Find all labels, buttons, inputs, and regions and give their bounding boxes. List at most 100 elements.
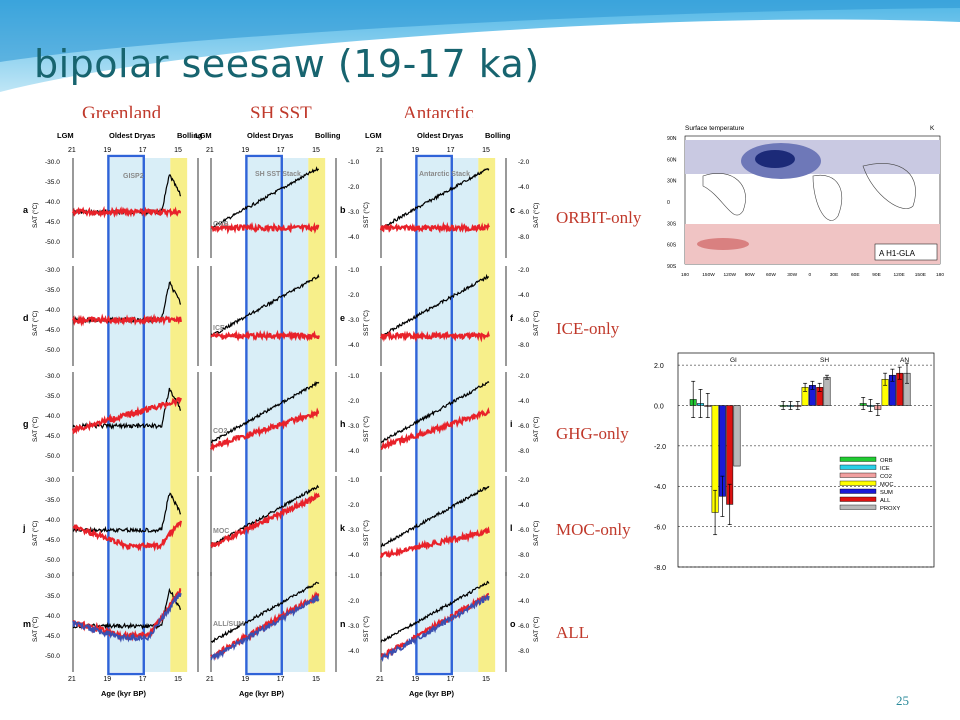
lat-label: 30N bbox=[667, 179, 677, 185]
age-tick-label-top: 15 bbox=[174, 147, 182, 154]
age-tick-label-top: 15 bbox=[482, 147, 490, 154]
map-title: Surface temperature bbox=[685, 125, 745, 132]
y-tick-label: -35.0 bbox=[45, 393, 60, 400]
proxy-curve bbox=[210, 581, 320, 644]
age-tick-label-top: 17 bbox=[277, 147, 285, 154]
bolling-shading bbox=[170, 158, 188, 672]
map-tag-box bbox=[874, 243, 938, 261]
model-curve bbox=[380, 406, 490, 451]
panel-letter: c bbox=[510, 205, 515, 215]
age-tick-label-bottom: 19 bbox=[103, 676, 111, 683]
top-label-lgm: LGM bbox=[57, 131, 74, 140]
warm-anomaly bbox=[697, 238, 749, 250]
coastline-asia bbox=[862, 163, 916, 209]
panel-letter: j bbox=[22, 523, 26, 533]
lat-label: 90S bbox=[667, 264, 677, 270]
panel-letter: k bbox=[340, 523, 346, 533]
y-axis-label: SAT (°C) bbox=[532, 417, 540, 442]
y-tick-label: -2.0 bbox=[348, 398, 360, 405]
y-tick-label: -50.0 bbox=[45, 453, 60, 460]
y-tick-label: 0.0 bbox=[654, 403, 664, 410]
legend-swatch bbox=[839, 464, 877, 470]
slide-title: bipolar seesaw (19-17 ka) bbox=[34, 42, 540, 86]
category-label: SH bbox=[820, 357, 829, 364]
y-axis-label: SAT (°C) bbox=[532, 311, 540, 336]
top-label-bolling: Bolling bbox=[177, 131, 203, 140]
legend-label: MOC bbox=[880, 482, 894, 488]
legend-label: ICE bbox=[880, 466, 890, 472]
y-tick-label: -1.0 bbox=[348, 159, 360, 166]
lon-label: 0 bbox=[809, 272, 812, 278]
panel-letter: a bbox=[23, 205, 29, 215]
age-tick-label-bottom: 21 bbox=[68, 676, 76, 683]
y-tick-label: -2.0 bbox=[654, 444, 666, 451]
coastline-americas bbox=[702, 173, 746, 216]
y-tick-label: -35.0 bbox=[45, 179, 60, 186]
experiment-label-ice: ICE-only bbox=[556, 319, 620, 338]
panel-letter: g bbox=[23, 419, 29, 429]
y-tick-label: -8.0 bbox=[654, 565, 666, 572]
age-tick-label-top: 19 bbox=[103, 147, 111, 154]
y-tick-label: -4.0 bbox=[654, 484, 666, 491]
y-axis-label: SAT (°C) bbox=[31, 521, 39, 546]
age-tick-label-bottom: 21 bbox=[376, 676, 384, 683]
lon-label: 60W bbox=[766, 272, 776, 278]
y-tick-label: -45.0 bbox=[45, 327, 60, 334]
y-axis-label: SST (°C) bbox=[362, 616, 370, 642]
seesaw-interval-box bbox=[245, 154, 283, 676]
y-tick-label: -2.0 bbox=[348, 598, 360, 605]
y-tick-label: -30.0 bbox=[45, 573, 60, 580]
y-tick-label: -50.0 bbox=[45, 347, 60, 354]
y-tick-label: -50.0 bbox=[45, 653, 60, 660]
category-label: GI bbox=[730, 357, 737, 364]
lon-label: 180 bbox=[936, 272, 944, 278]
map-panel-tag: A H1-GLA bbox=[879, 249, 916, 258]
y-axis-label: SAT (°C) bbox=[532, 617, 540, 642]
age-tick-label-bottom: 17 bbox=[139, 676, 147, 683]
proxy-curve bbox=[210, 273, 320, 338]
legend-swatch bbox=[839, 472, 877, 478]
header-band bbox=[0, 0, 960, 98]
age-tick-label-top: 21 bbox=[376, 147, 384, 154]
proxy-curve bbox=[210, 484, 320, 547]
series-tag-sh-sst-stack: SH SST Stack bbox=[255, 171, 301, 178]
legend-label: ALL bbox=[880, 498, 891, 504]
legend-label: ORB bbox=[880, 458, 893, 464]
lon-label: 30W bbox=[787, 272, 797, 278]
sum-curve bbox=[210, 593, 320, 662]
y-tick-label: -40.0 bbox=[45, 199, 60, 206]
y-tick-label: 2.0 bbox=[654, 363, 664, 370]
y-tick-label: -6.0 bbox=[518, 317, 530, 324]
legend-swatch bbox=[839, 496, 877, 502]
y-tick-label: -3.0 bbox=[348, 317, 360, 324]
x-axis-label: Age (kyr BP) bbox=[239, 689, 285, 698]
y-tick-label: -1.0 bbox=[348, 267, 360, 274]
panel-letter: d bbox=[23, 313, 29, 323]
age-tick-label-bottom: 15 bbox=[312, 676, 320, 683]
legend-swatch bbox=[839, 456, 877, 462]
lon-label: 120W bbox=[724, 272, 737, 278]
y-tick-label: -8.0 bbox=[518, 234, 530, 241]
y-tick-label: -4.0 bbox=[518, 398, 530, 405]
model-curve bbox=[379, 330, 490, 343]
y-tick-label: -8.0 bbox=[518, 342, 530, 349]
experiment-label-orbit: ORBIT-only bbox=[556, 208, 642, 227]
y-tick-label: -40.0 bbox=[45, 517, 60, 524]
y-tick-label: -4.0 bbox=[348, 234, 360, 241]
top-label-bolling: Bolling bbox=[485, 131, 511, 140]
y-axis-label: SAT (°C) bbox=[31, 417, 39, 442]
lat-label: 30S bbox=[667, 221, 677, 227]
y-axis-label: SST (°C) bbox=[362, 520, 370, 546]
series-tag-gisp2: GISP2 bbox=[123, 173, 144, 180]
model-curve bbox=[210, 491, 320, 549]
y-tick-label: -6.0 bbox=[518, 209, 530, 216]
lon-label: 150W bbox=[702, 272, 715, 278]
y-tick-label: -35.0 bbox=[45, 593, 60, 600]
panel-letter: i bbox=[510, 419, 513, 429]
model-curve bbox=[210, 221, 320, 235]
y-tick-label: -4.0 bbox=[518, 184, 530, 191]
legend-swatch bbox=[839, 488, 877, 494]
panel-letter: n bbox=[340, 619, 346, 629]
panel-letter: l bbox=[510, 523, 513, 533]
y-tick-label: -3.0 bbox=[348, 527, 360, 534]
